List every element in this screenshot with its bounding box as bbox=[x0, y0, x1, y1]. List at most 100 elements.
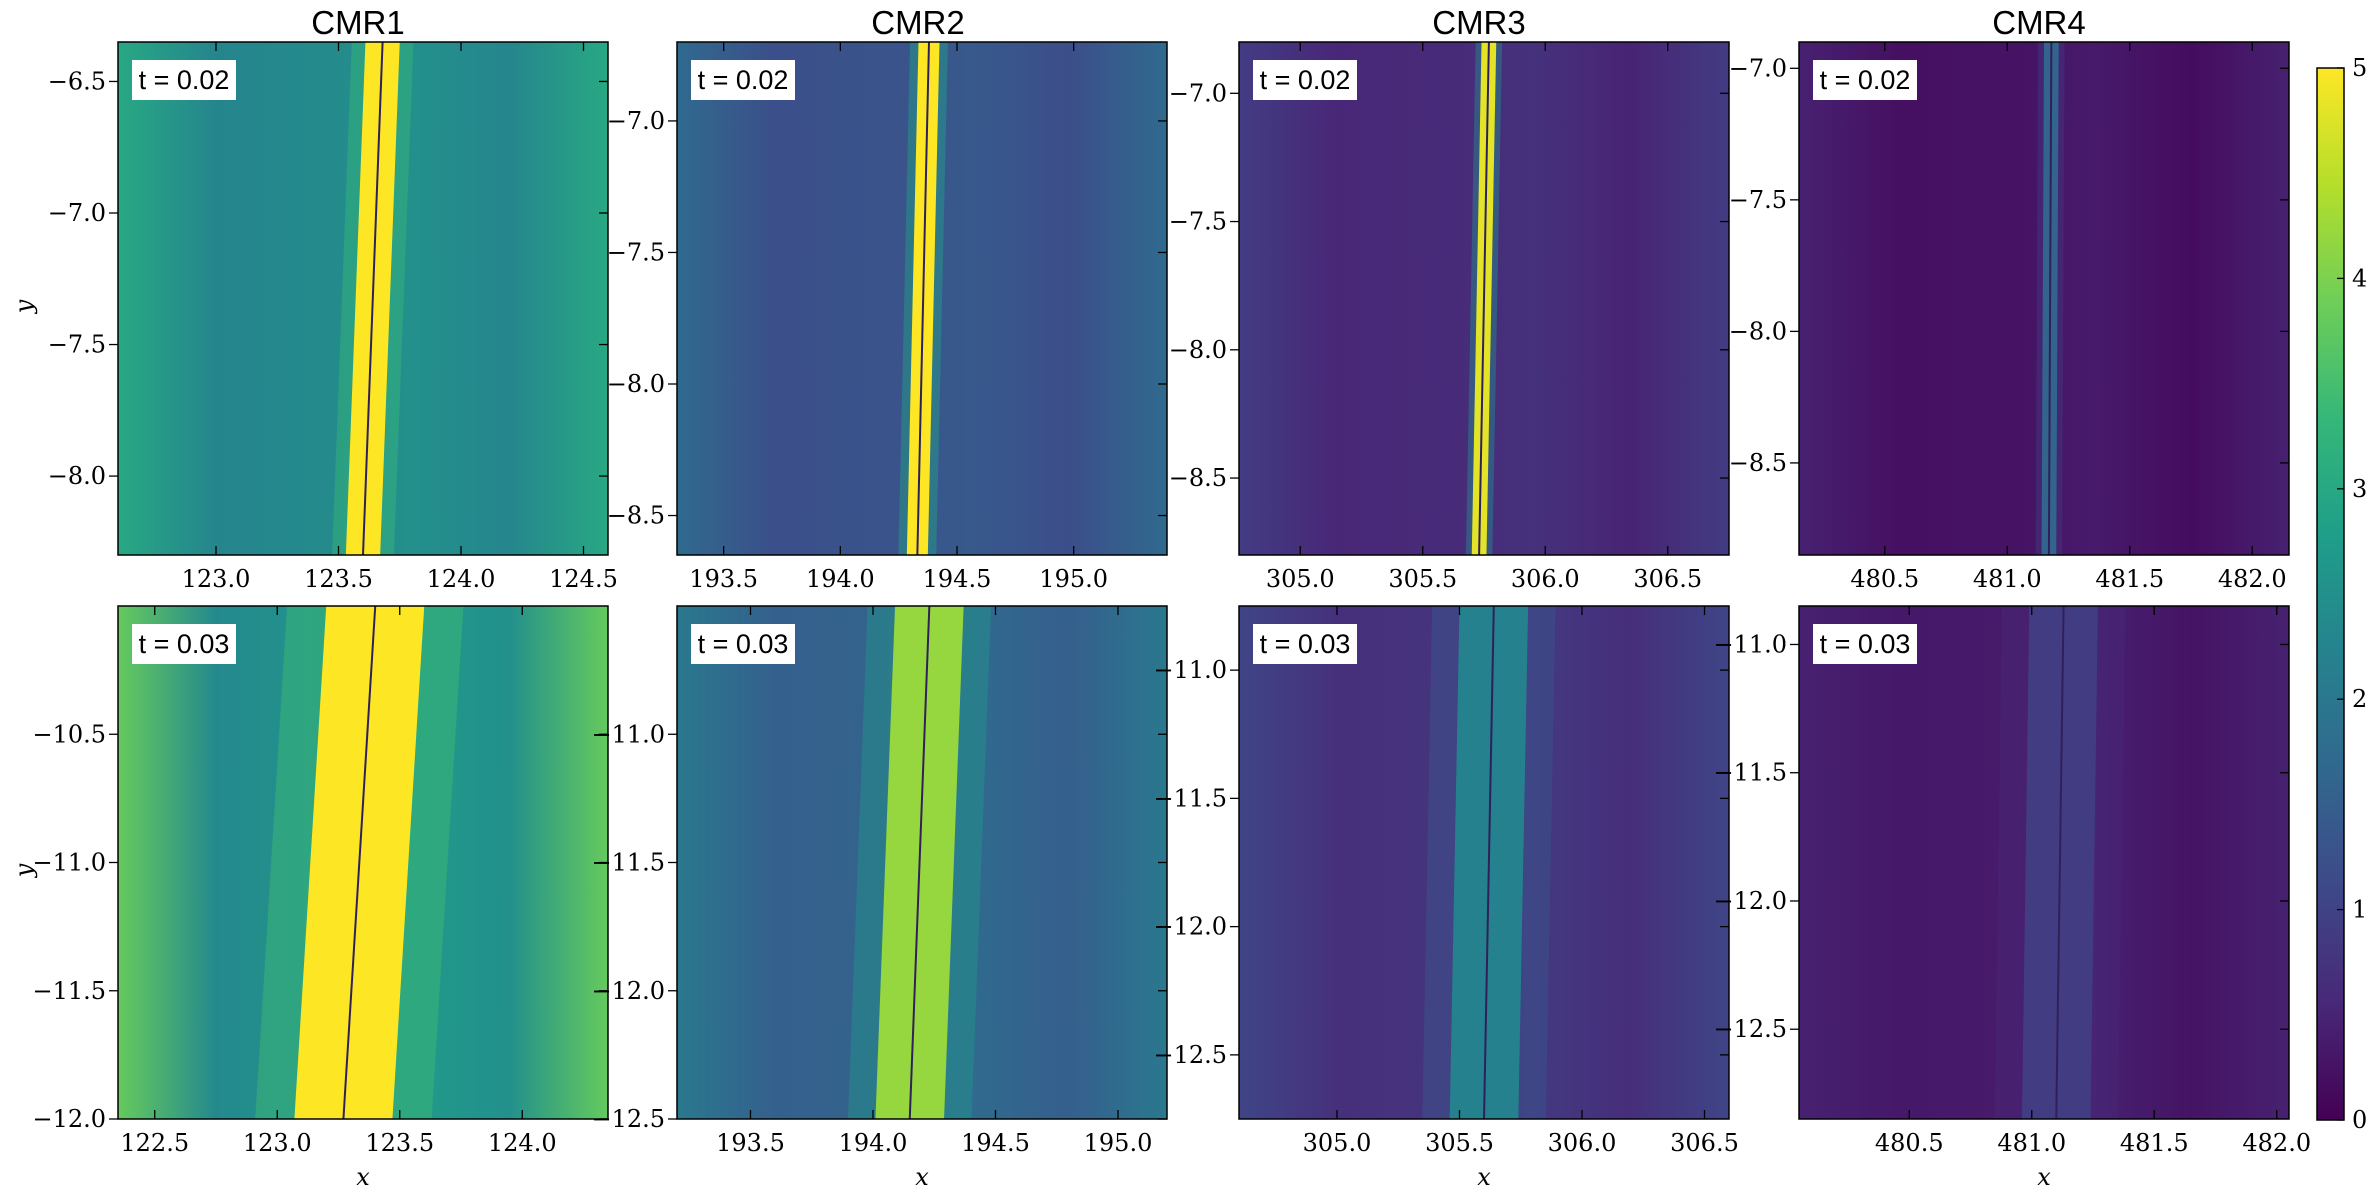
x-axis-label: x bbox=[356, 1163, 370, 1191]
colorbar-tick-label: 0 bbox=[2352, 1106, 2367, 1134]
x-tick-label: 481.5 bbox=[2120, 1129, 2189, 1157]
panel-0-1: 193.5 194.0 194.5 195.0 −8.5 −8.0 −7.5 −7.0 t = … bbox=[607, 41, 1168, 593]
x-tick-label: 193.5 bbox=[716, 1129, 785, 1157]
x-tick-label: 123.0 bbox=[182, 565, 251, 593]
y-tick-label: −11.5 bbox=[32, 977, 106, 1005]
panel-frame bbox=[676, 41, 1168, 556]
y-tick-label: −7.0 bbox=[1729, 54, 1787, 82]
panel-1-3: 480.5 481.0 481.5 482.0 −12.5 −12.0 −11.5 −11.0… bbox=[1713, 605, 2311, 1191]
y-tick-label: −8.5 bbox=[1169, 464, 1227, 492]
panel-0-0: 123.0 123.5 124.0 124.5 −8.0 −7.5 −7.0 −6.5 t = … bbox=[10, 41, 618, 593]
y-tick-label: −12.5 bbox=[1713, 1015, 1787, 1043]
x-tick-label: 124.5 bbox=[549, 565, 618, 593]
time-label-box bbox=[1813, 60, 1917, 100]
x-tick-label: 194.5 bbox=[923, 565, 992, 593]
time-label: t = 0.02 bbox=[1820, 65, 1911, 95]
time-label-box bbox=[132, 624, 236, 664]
panel-frame bbox=[1238, 41, 1730, 556]
y-tick-label: −12.5 bbox=[591, 1105, 665, 1133]
colorbar-tick-label: 1 bbox=[2352, 896, 2367, 924]
colorbar-tick-label: 3 bbox=[2352, 475, 2367, 503]
time-label-box bbox=[132, 60, 236, 100]
column-title-cmr1: CMR1 bbox=[311, 4, 405, 41]
front-centerline bbox=[362, 42, 384, 555]
x-tick-label: 122.5 bbox=[120, 1129, 189, 1157]
column-title-cmr3: CMR3 bbox=[1432, 4, 1526, 41]
time-label-box bbox=[691, 624, 795, 664]
panel-frame bbox=[1798, 41, 2290, 556]
x-axis-label: x bbox=[1477, 1163, 1491, 1191]
colorbar-ticks: 0 1 2 3 4 5 bbox=[2337, 54, 2367, 1134]
y-tick-label: −7.5 bbox=[1729, 186, 1787, 214]
x-tick-label: 193.5 bbox=[689, 565, 758, 593]
front-centerline bbox=[916, 42, 930, 555]
y-tick-label: −12.5 bbox=[1153, 1041, 1227, 1069]
x-tick-label: 195.0 bbox=[1084, 1129, 1153, 1157]
x-tick-label: 480.5 bbox=[1850, 565, 1919, 593]
y-tick-label: −7.5 bbox=[1169, 208, 1227, 236]
x-tick-label: 123.5 bbox=[365, 1129, 434, 1157]
time-label-box bbox=[1813, 624, 1917, 664]
time-label-box bbox=[1253, 60, 1357, 100]
time-label-box bbox=[1253, 624, 1357, 664]
panel-frame bbox=[117, 41, 609, 556]
y-tick-label: −11.0 bbox=[1713, 630, 1787, 658]
x-tick-label: 306.0 bbox=[1548, 1129, 1617, 1157]
front-centerline bbox=[342, 606, 377, 1119]
time-label: t = 0.03 bbox=[1820, 629, 1911, 659]
time-label: t = 0.02 bbox=[1260, 65, 1351, 95]
panel-grid: 123.0 123.5 124.0 124.5 −8.0 −7.5 −7.0 −6.5 t = … bbox=[10, 41, 2311, 1191]
panel-1-0: 122.5 123.0 123.5 124.0 −12.0 −11.5 −11.0 −10.5… bbox=[10, 605, 609, 1191]
time-label: t = 0.03 bbox=[139, 629, 230, 659]
x-tick-label: 194.5 bbox=[961, 1129, 1030, 1157]
x-tick-label: 123.5 bbox=[304, 565, 373, 593]
column-title-cmr2: CMR2 bbox=[871, 4, 965, 41]
column-title-cmr4: CMR4 bbox=[1992, 4, 2086, 41]
y-tick-label: −12.0 bbox=[1713, 887, 1787, 915]
x-tick-label: 306.0 bbox=[1511, 565, 1580, 593]
panel-frame bbox=[1238, 605, 1730, 1120]
x-tick-label: 482.0 bbox=[2242, 1129, 2311, 1157]
front-centerline bbox=[1483, 606, 1495, 1119]
y-tick-label: −6.5 bbox=[48, 67, 106, 95]
y-tick-label: −7.0 bbox=[48, 199, 106, 227]
panel-0-3: 480.5 481.0 481.5 482.0 −8.5 −8.0 −7.5 −7.0 t = … bbox=[1729, 41, 2290, 593]
y-tick-label: −8.5 bbox=[607, 502, 665, 530]
x-axis-label: x bbox=[2037, 1163, 2051, 1191]
y-tick-label: −11.0 bbox=[1153, 656, 1227, 684]
panel-1-2: 305.0 305.5 306.0 306.5 −12.5 −12.0 −11.5 −11.0… bbox=[1153, 605, 1739, 1191]
x-tick-label: 482.0 bbox=[2218, 565, 2287, 593]
y-tick-label: −7.0 bbox=[1169, 79, 1227, 107]
y-tick-label: −10.5 bbox=[32, 720, 106, 748]
x-tick-label: 481.0 bbox=[1973, 565, 2042, 593]
y-tick-label: −7.5 bbox=[607, 238, 665, 266]
y-tick-label: −8.0 bbox=[607, 370, 665, 398]
time-label: t = 0.02 bbox=[139, 65, 230, 95]
x-tick-label: 306.5 bbox=[1670, 1129, 1739, 1157]
x-tick-label: 124.0 bbox=[427, 565, 496, 593]
y-tick-label: −12.0 bbox=[591, 977, 665, 1005]
y-tick-label: −8.0 bbox=[1729, 317, 1787, 345]
time-label-box bbox=[691, 60, 795, 100]
y-tick-label: −12.0 bbox=[32, 1105, 106, 1133]
y-tick-label: −11.5 bbox=[1713, 759, 1787, 787]
colorbar-tick-label: 4 bbox=[2352, 264, 2367, 292]
time-label: t = 0.03 bbox=[1260, 629, 1351, 659]
x-tick-label: 124.0 bbox=[488, 1129, 557, 1157]
y-axis-label: y bbox=[10, 863, 38, 878]
colorbar: 0 1 2 3 4 5 bbox=[2316, 54, 2367, 1134]
x-tick-label: 305.5 bbox=[1425, 1129, 1494, 1157]
y-tick-label: −11.5 bbox=[591, 849, 665, 877]
colorbar-gradient bbox=[2316, 67, 2345, 1121]
y-tick-label: −8.5 bbox=[1729, 449, 1787, 477]
y-tick-label: −8.0 bbox=[1169, 336, 1227, 364]
y-axis-label: y bbox=[10, 299, 38, 314]
front-centerline bbox=[908, 606, 931, 1119]
y-tick-label: −11.0 bbox=[591, 720, 665, 748]
x-tick-label: 123.0 bbox=[243, 1129, 312, 1157]
time-label: t = 0.03 bbox=[698, 629, 789, 659]
time-label: t = 0.02 bbox=[698, 65, 789, 95]
front-centerline bbox=[2055, 606, 2065, 1119]
x-tick-label: 305.0 bbox=[1266, 565, 1335, 593]
